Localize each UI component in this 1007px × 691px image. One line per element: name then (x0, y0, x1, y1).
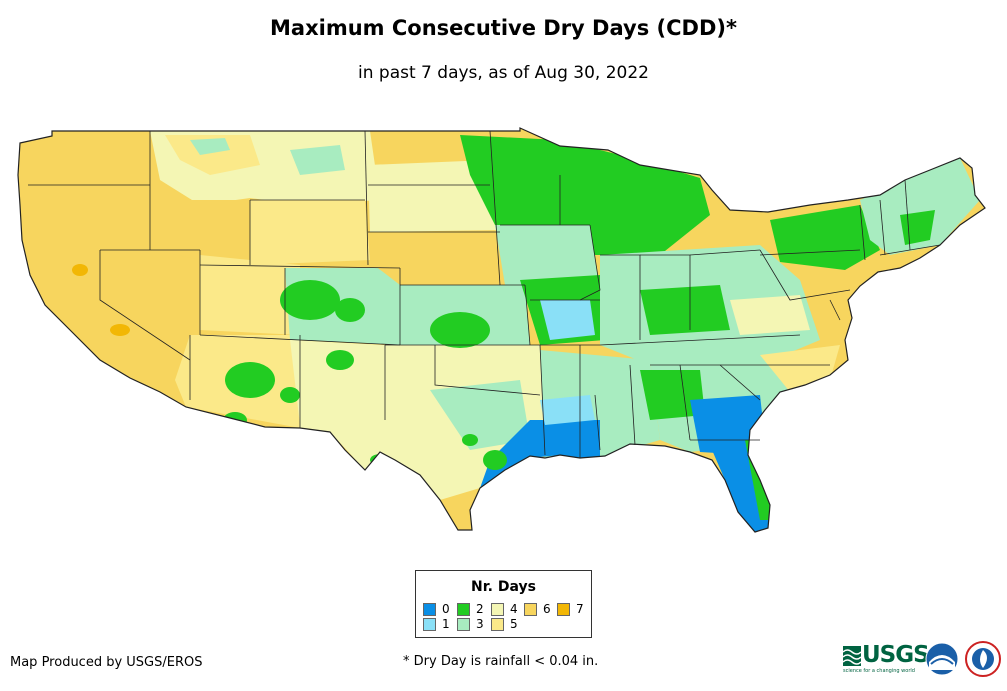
legend-label: 3 (476, 617, 484, 631)
cdd-zone-5 (250, 200, 370, 265)
us-cdd-map (17, 127, 986, 533)
usgs-wave-icon (843, 646, 861, 666)
cdd-zone-4 (290, 340, 385, 425)
legend-item-5: 5 (491, 617, 518, 631)
legend-title: Nr. Days (471, 579, 536, 595)
nws-logo-icon (965, 641, 1001, 677)
legend-label: 2 (476, 602, 484, 616)
cdd-zone-0 (480, 420, 600, 488)
cdd-zone-4 (368, 160, 500, 232)
legend: Nr. Days 0 2 4 6 7 1 3 5 (415, 570, 592, 638)
cdd-zone-3 (290, 145, 345, 175)
legend-item-7: 7 (557, 602, 584, 616)
map-subtitle: in past 7 days, as of Aug 30, 2022 (358, 63, 649, 83)
legend-label: 0 (442, 602, 450, 616)
cdd-zone-2-patches (223, 280, 507, 470)
legend-swatch (457, 602, 470, 616)
legend-item-0: 0 (423, 602, 450, 616)
legend-item-2: 2 (457, 602, 484, 616)
cdd-zone-7-patches (72, 264, 130, 336)
cdd-zone-1 (540, 300, 595, 340)
legend-label: 4 (510, 602, 518, 616)
map-title: Maximum Consecutive Dry Days (CDD)* (270, 16, 737, 40)
legend-swatch (524, 602, 537, 616)
legend-swatch (423, 617, 436, 631)
cdd-zone-2 (900, 210, 935, 245)
legend-swatch (457, 617, 470, 631)
legend-swatch (491, 602, 504, 616)
legend-swatch (491, 617, 504, 631)
legend-item-3: 3 (457, 617, 484, 631)
cdd-zone-3 (190, 138, 230, 155)
legend-label: 6 (543, 602, 551, 616)
legend-swatch (423, 602, 436, 616)
cdd-zone-5 (165, 135, 260, 175)
legend-label: 1 (442, 617, 450, 631)
cdd-zone-6 (155, 200, 250, 260)
dry-day-footnote: * Dry Day is rainfall < 0.04 in. (403, 654, 599, 669)
legend-item-4: 4 (491, 602, 518, 616)
cdd-zone-1 (540, 395, 595, 425)
cdd-zone-3 (430, 380, 530, 450)
usgs-tagline: science for a changing world (843, 668, 915, 674)
usgs-logo-text: USGS (862, 642, 930, 668)
legend-label: 7 (576, 602, 584, 616)
noaa-logo-icon (925, 642, 959, 676)
map-credit: Map Produced by USGS/EROS (10, 655, 203, 670)
agency-logos: USGS science for a changing world (843, 640, 1003, 680)
legend-label: 5 (510, 617, 518, 631)
legend-item-6: 6 (524, 602, 551, 616)
cdd-zone-2 (640, 370, 705, 420)
cdd-zone-4 (730, 295, 810, 335)
cdd-zone-3 (860, 158, 980, 255)
cdd-zone-2 (640, 285, 730, 335)
cdd-zone-6 (370, 232, 505, 285)
cdd-zone-5 (200, 255, 300, 335)
cdd-zone-2 (770, 205, 880, 270)
legend-swatch (557, 602, 570, 616)
state-boundaries (17, 127, 986, 533)
legend-item-1: 1 (423, 617, 450, 631)
